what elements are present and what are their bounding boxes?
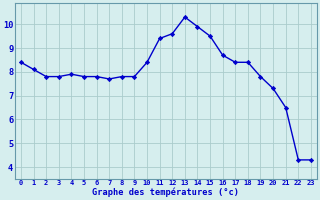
- X-axis label: Graphe des températures (°c): Graphe des températures (°c): [92, 188, 239, 197]
